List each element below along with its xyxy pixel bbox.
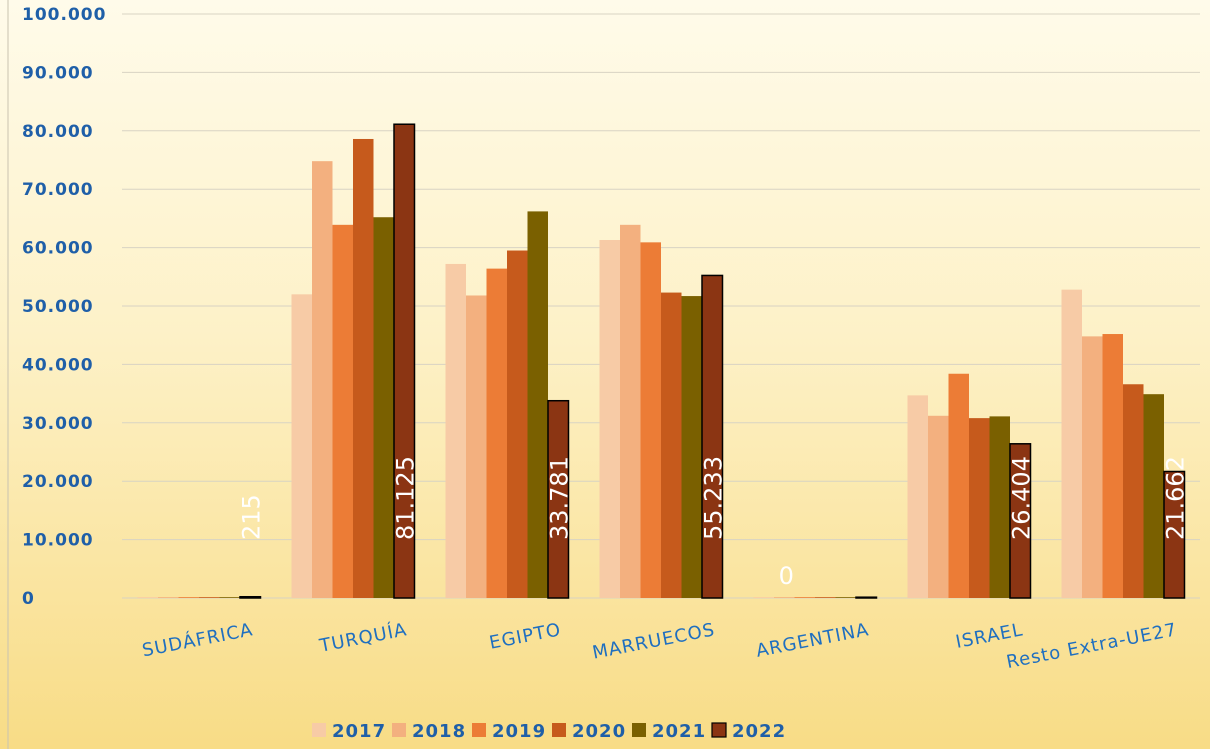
y-tick-label: 10.000	[22, 531, 94, 551]
bar-2018-3	[620, 224, 641, 598]
bar-2017-5	[907, 395, 928, 598]
legend-label-2022: 2022	[732, 721, 786, 742]
bar-2022-1	[393, 123, 416, 599]
bar-2020-2	[507, 250, 528, 598]
data-label: 33.781	[545, 456, 573, 540]
legend-label-2020: 2020	[572, 721, 626, 742]
y-tick-label: 40.000	[22, 355, 94, 375]
y-tick-label: 90.000	[22, 63, 94, 83]
legend-swatch-2017	[312, 723, 326, 737]
bar-2021-5	[989, 416, 1010, 598]
y-tick-label: 20.000	[22, 472, 94, 492]
legend-label-2019: 2019	[492, 721, 546, 742]
legend: 2017 2018 2019 2020 2021 2022	[312, 721, 786, 742]
bar-2020-5	[969, 418, 990, 598]
data-label: 21.662	[1161, 456, 1189, 540]
bar-2019-0	[178, 597, 199, 598]
bar-2021-0	[219, 597, 240, 598]
bar-2021-4	[835, 597, 856, 598]
bar-2018-6	[1082, 336, 1103, 598]
bar-2020-4	[815, 597, 836, 598]
bar-2022-0	[239, 595, 262, 599]
bar-2018-0	[158, 597, 179, 598]
bar-2021-1	[373, 217, 394, 598]
bar-2017-2	[445, 263, 466, 598]
bar-2017-4	[753, 597, 774, 598]
bar-2017-0	[137, 597, 158, 598]
category-label: SUDÁFRICA	[140, 618, 255, 661]
bar-2018-2	[466, 295, 487, 598]
data-label: 215	[237, 494, 265, 540]
bar-2019-1	[332, 224, 353, 598]
legend-label-2021: 2021	[652, 721, 706, 742]
legend-label-2017: 2017	[332, 721, 386, 742]
bar-2019-4	[794, 597, 815, 598]
data-label: 0	[779, 562, 794, 590]
data-label: 26.404	[1007, 456, 1035, 540]
y-axis-tick-labels: 0 10.000 20.000 30.000 40.000 50.000 60.000 70.…	[22, 5, 106, 609]
bar-2018-4	[774, 597, 795, 598]
bar-2020-3	[661, 292, 682, 598]
legend-swatch-2018	[392, 723, 406, 737]
category-label: ISRAEL	[954, 619, 1025, 653]
category-label: MARRUECOS	[591, 619, 717, 663]
y-tick-label: 70.000	[22, 180, 94, 200]
bar-2020-0	[199, 597, 220, 598]
legend-swatch-2021	[632, 723, 646, 737]
data-label: 55.233	[699, 456, 727, 540]
bar-2021-6	[1143, 394, 1164, 598]
bar-2019-2	[486, 268, 507, 598]
data-label: 81.125	[391, 456, 419, 540]
x-axis-category-labels: SUDÁFRICA TURQUÍA EGIPTO MARRUECOS ARGENTINA…	[140, 618, 1179, 673]
bar-2022-3	[701, 274, 724, 599]
bar-2022-5	[1009, 443, 1032, 599]
bar-2022-2	[547, 399, 570, 599]
bars	[137, 123, 1186, 599]
legend-swatch-2020	[552, 723, 566, 737]
y-tick-label: 50.000	[22, 297, 94, 317]
bar-2021-3	[681, 296, 702, 598]
bar-2019-6	[1102, 334, 1123, 598]
bar-2018-5	[928, 415, 949, 598]
bar-2020-6	[1123, 384, 1144, 598]
bar-2018-1	[312, 161, 333, 598]
y-tick-label: 100.000	[22, 5, 106, 25]
bar-2022-6	[1163, 470, 1186, 599]
bar-2020-1	[353, 138, 374, 598]
category-label: ARGENTINA	[754, 619, 871, 662]
bar-2017-1	[291, 294, 312, 598]
legend-label-2018: 2018	[412, 721, 466, 742]
bar-2021-2	[527, 211, 548, 598]
category-label: Resto Extra-UE27	[1005, 619, 1179, 673]
y-tick-label: 80.000	[22, 122, 94, 142]
y-tick-label: 0	[22, 589, 35, 609]
bar-2019-5	[948, 373, 969, 598]
legend-swatch-2019	[472, 723, 486, 737]
category-label: TURQUÍA	[317, 618, 409, 657]
data-labels: 215 81.125 33.781 55.233 0 26.404 21.662	[237, 456, 1189, 590]
bar-2017-3	[599, 240, 620, 598]
bar-2022-4	[855, 596, 878, 599]
bar-2017-6	[1061, 289, 1082, 598]
category-label: EGIPTO	[488, 619, 563, 653]
bar-2019-3	[640, 242, 661, 598]
y-tick-label: 60.000	[22, 239, 94, 259]
y-tick-label: 30.000	[22, 414, 94, 434]
legend-swatch-2022	[711, 722, 727, 738]
